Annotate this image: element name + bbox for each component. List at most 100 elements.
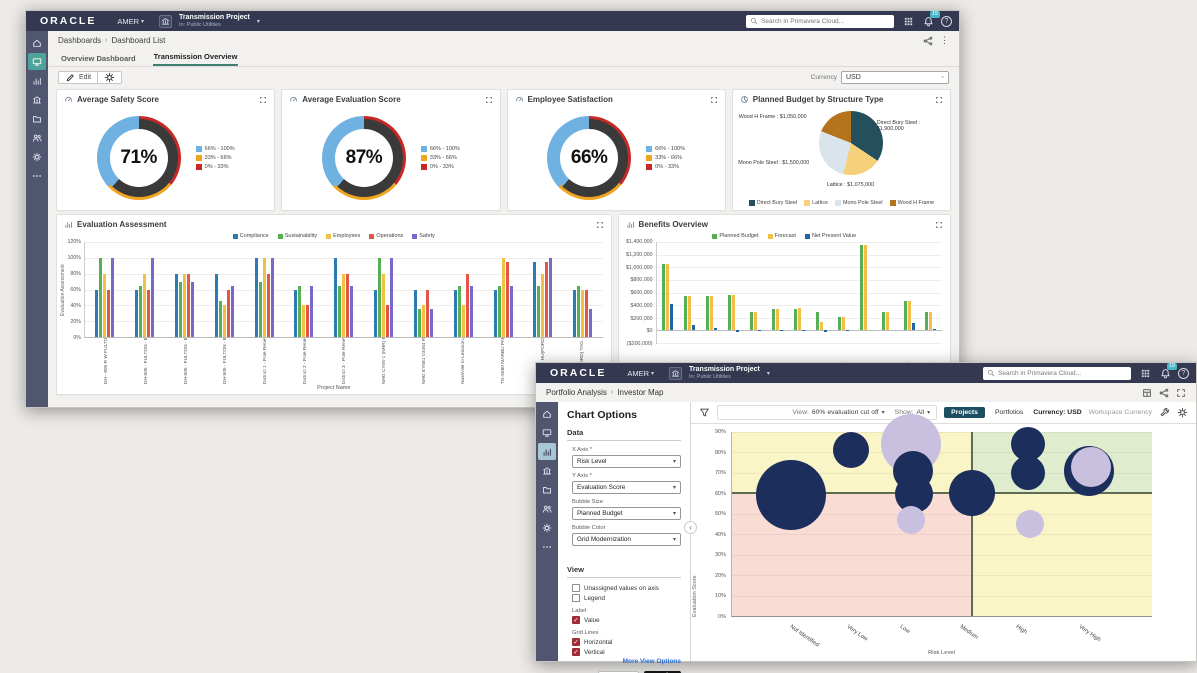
bar-employees[interactable]: [143, 273, 147, 337]
checkbox-unassigned-values-on-axis[interactable]: Unassigned values on axis: [572, 584, 681, 592]
bar-compliance[interactable]: [493, 289, 497, 337]
bar-operations[interactable]: [147, 289, 151, 337]
bar-safety[interactable]: [111, 257, 115, 337]
bar-sustainability[interactable]: [537, 285, 541, 337]
bar-compliance[interactable]: [374, 289, 378, 337]
notifications-bell-icon[interactable]: 19: [923, 10, 940, 27]
bar-safety[interactable]: [549, 257, 553, 337]
bar-planned-budget[interactable]: [683, 296, 687, 331]
bar-employees[interactable]: [262, 257, 266, 337]
bar-safety[interactable]: [469, 285, 473, 337]
bar-operations[interactable]: [545, 261, 549, 337]
bar-forecast[interactable]: [687, 296, 691, 331]
sidebar-item-portfolios[interactable]: [538, 462, 556, 479]
sidebar-item-home[interactable]: [28, 34, 46, 51]
sidebar-item-files[interactable]: [538, 481, 556, 498]
more-view-options-link[interactable]: More View Options: [622, 658, 681, 665]
sidebar-item-charts[interactable]: [538, 443, 556, 460]
workspace-currency-toggle[interactable]: Workspace Currency: [1088, 409, 1152, 416]
sidebar-item-charts[interactable]: [28, 72, 46, 89]
bar-planned-budget[interactable]: [793, 308, 797, 331]
share-icon[interactable]: [1159, 388, 1169, 398]
currency-select[interactable]: USD ▾: [841, 71, 949, 84]
bar-net-present-value[interactable]: [801, 329, 805, 331]
apply-button[interactable]: Apply: [643, 671, 681, 673]
maximize-icon[interactable]: [935, 96, 943, 104]
sidebar-item-portfolios[interactable]: [28, 91, 46, 108]
bar-employees[interactable]: [342, 273, 346, 337]
breadcrumb-link[interactable]: Dashboards: [58, 36, 102, 45]
global-search[interactable]: [983, 366, 1131, 380]
bar-sustainability[interactable]: [577, 285, 581, 337]
bar-net-present-value[interactable]: [911, 323, 915, 331]
bar-employees[interactable]: [382, 273, 386, 337]
gear-icon[interactable]: [1177, 407, 1188, 418]
bar-net-present-value[interactable]: [735, 330, 739, 333]
bar-operations[interactable]: [266, 273, 270, 337]
bar-forecast[interactable]: [841, 316, 845, 331]
bar-employees[interactable]: [541, 273, 545, 337]
bar-compliance[interactable]: [453, 289, 457, 337]
project-bubble[interactable]: [949, 470, 996, 517]
sidebar-item-dashboards[interactable]: [538, 424, 556, 441]
project-chevron-icon[interactable]: ▾: [256, 18, 260, 25]
bar-employees[interactable]: [461, 305, 465, 337]
bar-compliance[interactable]: [214, 273, 218, 337]
bar-safety[interactable]: [191, 281, 195, 337]
bar-employees[interactable]: [501, 257, 505, 337]
bar-employees[interactable]: [421, 305, 425, 337]
bar-operations[interactable]: [465, 273, 469, 337]
wrench-icon[interactable]: [1159, 407, 1170, 418]
bar-sustainability[interactable]: [258, 281, 262, 337]
breadcrumb-link[interactable]: Portfolio Analysis: [546, 388, 607, 397]
sidebar-item-files[interactable]: [28, 110, 46, 127]
bar-planned-budget[interactable]: [815, 312, 819, 331]
bar-forecast[interactable]: [885, 312, 889, 331]
bar-compliance[interactable]: [175, 273, 179, 337]
bar-sustainability[interactable]: [99, 257, 103, 337]
fullscreen-icon[interactable]: [1176, 388, 1186, 398]
checkbox-horizontal[interactable]: ✓ Horizontal: [572, 638, 613, 646]
bar-net-present-value[interactable]: [845, 329, 849, 331]
bar-compliance[interactable]: [294, 289, 298, 337]
bar-compliance[interactable]: [573, 289, 577, 337]
bar-operations[interactable]: [107, 289, 111, 337]
collapse-panel-button[interactable]: ‹: [684, 521, 697, 535]
project-bubble[interactable]: [1011, 455, 1046, 490]
sidebar-item-more[interactable]: [28, 167, 46, 184]
bar-sustainability[interactable]: [218, 301, 222, 337]
bar-safety[interactable]: [429, 309, 433, 337]
sidebar-item-home[interactable]: [538, 405, 556, 422]
checkbox-legend[interactable]: Legend: [572, 594, 681, 602]
bar-forecast[interactable]: [863, 245, 867, 331]
bar-employees[interactable]: [302, 305, 306, 337]
help-icon[interactable]: ?: [941, 15, 952, 27]
bar-net-present-value[interactable]: [933, 329, 937, 331]
gauge-donut[interactable]: 66%: [547, 116, 632, 200]
bar-planned-budget[interactable]: [662, 264, 666, 331]
project-bubble[interactable]: [755, 460, 826, 531]
bar-operations[interactable]: [306, 305, 310, 337]
bar-employees[interactable]: [222, 305, 226, 337]
pie-chart[interactable]: [818, 111, 883, 175]
sidebar-item-more[interactable]: [538, 538, 556, 555]
bar-compliance[interactable]: [135, 289, 139, 337]
x-axis-select[interactable]: Risk Level ▾: [572, 455, 681, 468]
bar-forecast[interactable]: [819, 321, 823, 331]
bar-safety[interactable]: [270, 257, 274, 337]
bar-forecast[interactable]: [753, 312, 757, 331]
sidebar-item-settings[interactable]: [28, 148, 46, 165]
bar-operations[interactable]: [585, 289, 589, 337]
bubble-size-select[interactable]: Planned Budget ▾: [572, 507, 681, 520]
bar-planned-budget[interactable]: [837, 317, 841, 331]
bar-net-present-value[interactable]: [713, 328, 717, 331]
gauge-donut[interactable]: 87%: [321, 116, 406, 200]
bar-compliance[interactable]: [413, 289, 417, 337]
table-view-icon[interactable]: [1142, 388, 1152, 398]
maximize-icon[interactable]: [710, 96, 718, 104]
bar-safety[interactable]: [230, 285, 234, 337]
bar-sustainability[interactable]: [378, 257, 382, 337]
bar-compliance[interactable]: [533, 261, 537, 337]
bar-forecast[interactable]: [666, 264, 670, 331]
bar-safety[interactable]: [310, 285, 314, 337]
